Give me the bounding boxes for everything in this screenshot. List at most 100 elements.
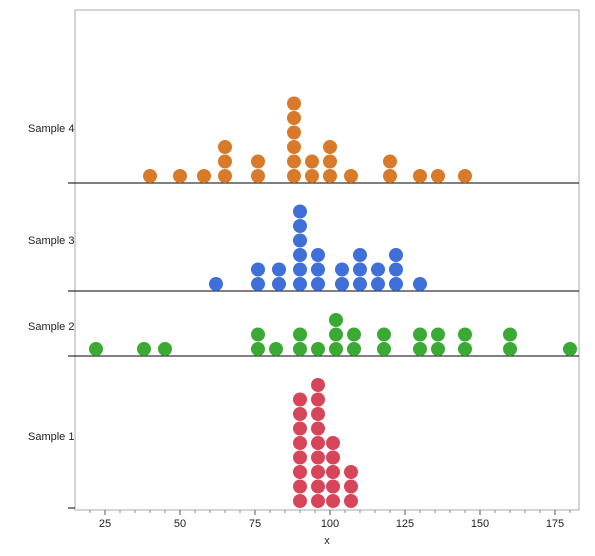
data-point: [287, 169, 301, 183]
data-point: [344, 494, 358, 508]
data-point: [458, 327, 472, 342]
data-point: [389, 248, 403, 262]
data-point: [269, 342, 283, 356]
data-point: [293, 421, 307, 436]
data-point: [326, 479, 340, 494]
data-point: [326, 436, 340, 450]
data-point: [209, 277, 223, 291]
data-point: [344, 169, 358, 183]
data-point: [251, 327, 265, 342]
data-point: [251, 277, 265, 291]
data-point: [311, 465, 325, 479]
data-point: [293, 494, 307, 508]
data-point: [389, 262, 403, 277]
data-point: [305, 154, 319, 169]
data-point: [371, 262, 385, 277]
data-point: [287, 154, 301, 169]
data-point: [311, 421, 325, 436]
data-point: [287, 140, 301, 154]
data-point: [89, 342, 103, 356]
data-point: [293, 262, 307, 277]
panel-label: Sample 1: [28, 431, 74, 443]
data-point: [293, 392, 307, 407]
x-tick-label: 25: [99, 518, 111, 530]
data-point: [143, 169, 157, 183]
data-point: [311, 392, 325, 407]
panel-label: Sample 2: [28, 321, 74, 333]
data-point: [458, 169, 472, 183]
data-point: [287, 125, 301, 140]
data-point: [431, 342, 445, 356]
data-point: [311, 494, 325, 508]
data-point: [218, 169, 232, 183]
data-point: [293, 407, 307, 421]
data-point: [323, 169, 337, 183]
data-point: [413, 327, 427, 342]
data-point: [344, 479, 358, 494]
data-point: [293, 450, 307, 465]
data-point: [503, 342, 517, 356]
data-point: [293, 342, 307, 356]
x-tick-label: 125: [396, 518, 414, 530]
data-point: [272, 262, 286, 277]
data-point: [413, 342, 427, 356]
series-sample-1: Sample 1: [28, 378, 358, 509]
data-point: [383, 154, 397, 169]
data-point: [158, 342, 172, 356]
data-point: [413, 277, 427, 291]
data-point: [311, 342, 325, 356]
data-point: [329, 342, 343, 356]
data-point: [431, 169, 445, 183]
x-tick-label: 75: [249, 518, 261, 530]
data-point: [287, 111, 301, 125]
data-point: [305, 169, 319, 183]
data-point: [323, 140, 337, 154]
data-point: [311, 378, 325, 392]
data-point: [293, 219, 307, 233]
panel-label: Sample 4: [28, 123, 74, 135]
data-point: [218, 154, 232, 169]
data-point: [293, 204, 307, 219]
data-point: [335, 262, 349, 277]
data-point: [353, 248, 367, 262]
data-point: [311, 479, 325, 494]
data-point: [326, 450, 340, 465]
data-point: [293, 248, 307, 262]
data-point: [293, 465, 307, 479]
data-point: [293, 277, 307, 291]
data-point: [218, 140, 232, 154]
data-point: [311, 436, 325, 450]
data-point: [389, 277, 403, 291]
data-point: [272, 277, 286, 291]
data-point: [311, 262, 325, 277]
series-sample-3: Sample 3: [28, 204, 579, 292]
data-point: [293, 327, 307, 342]
data-point: [311, 407, 325, 421]
data-point: [251, 342, 265, 356]
data-point: [293, 479, 307, 494]
data-point: [251, 262, 265, 277]
data-point: [326, 494, 340, 508]
data-point: [335, 277, 349, 291]
data-point: [344, 465, 358, 479]
data-point: [377, 327, 391, 342]
data-point: [311, 277, 325, 291]
data-point: [377, 342, 391, 356]
data-point: [347, 342, 361, 356]
data-point: [323, 154, 337, 169]
data-point: [311, 248, 325, 262]
data-point: [293, 233, 307, 248]
plot-frame: [74, 9, 580, 511]
data-point: [287, 96, 301, 111]
data-point: [503, 327, 517, 342]
series-sample-4: Sample 4: [28, 96, 579, 184]
data-point: [371, 277, 385, 291]
data-point: [137, 342, 151, 356]
data-point: [353, 262, 367, 277]
data-point: [413, 169, 427, 183]
x-tick-label: 100: [321, 518, 339, 530]
data-point: [197, 169, 211, 183]
data-point: [311, 450, 325, 465]
data-point: [293, 436, 307, 450]
series-sample-2: Sample 2: [28, 313, 579, 357]
